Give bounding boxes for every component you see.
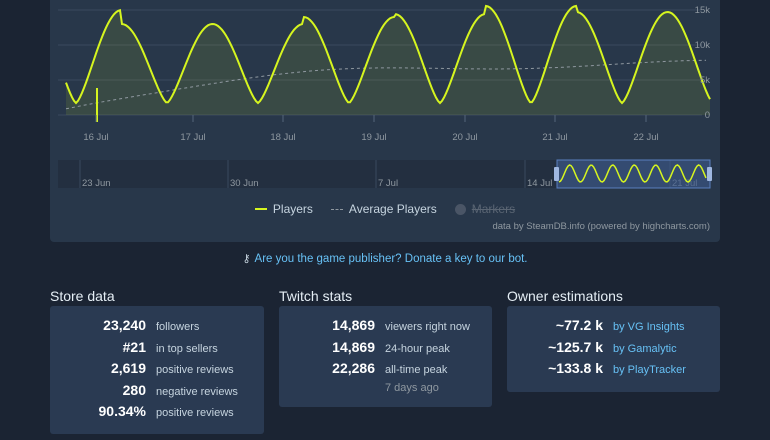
store-label: negative reviews [156,385,238,398]
marker-dot-icon [454,203,466,215]
twitch-value: 14,869 [332,338,375,355]
owner-row: ~133.8 k by PlayTracker [507,360,720,382]
store-data-card: 23,240 followers #21 in top sellers 2,619 p… [50,306,264,434]
x-axis-tick-label: 21 Jul [542,132,567,143]
store-label: followers [156,321,200,333]
x-axis-tick-label: 20 Jul [452,132,477,143]
publisher-donate-line: ⚷ Are you the game publisher? Donate a ke… [0,252,770,265]
store-label: positive reviews [156,407,234,419]
navigator-date-label: 14 Jul [527,178,552,189]
store-value: #21 [122,338,146,355]
twitch-label: 24-hour peak [385,342,450,355]
navigator-series-line [558,164,707,183]
average-line-icon [330,208,343,210]
twitch-label: all-time peak [385,364,448,376]
chart-credit[interactable]: data by SteamDB.info (powered by highcha… [492,221,710,232]
legend-markers[interactable]: Markers [454,202,516,216]
twitch-value: 14,869 [332,317,375,333]
navigator-date-label: 23 Jun [82,178,111,189]
owner-source-link[interactable]: by VG Insights [613,321,685,333]
chart-legend: Players Average Players Markers [50,202,720,216]
owner-source-link[interactable]: by PlayTracker [613,364,686,376]
twitch-row: 14,869 24-hour peak [279,339,492,361]
store-value: 23,240 [103,317,146,333]
store-data-title: Store data [50,288,115,304]
legend-average-players[interactable]: Average Players [330,202,437,216]
player-chart[interactable]: 15k 10k 5k 0 16 Jul 17 Jul 18 Jul 19 Jul 20 Jul… [50,0,720,200]
x-axis-tick-label: 22 Jul [633,132,658,143]
store-row: 23,240 followers [50,317,264,339]
x-axis-tick-label: 17 Jul [180,132,205,143]
x-axis-tick-label: 16 Jul [83,132,108,143]
twitch-row: 22,286 all-time peak [279,360,492,382]
players-line-icon [254,208,267,210]
owner-row: ~125.7 k by Gamalytic [507,339,720,361]
legend-markers-label: Markers [471,202,516,216]
store-value: 90.34% [98,403,146,419]
player-chart-panel: 15k 10k 5k 0 16 Jul 17 Jul 18 Jul 19 Jul 20 Jul… [50,0,720,242]
owner-estimations-card: ~77.2 k by VG Insights ~125.7 k by Gamalyt… [507,306,720,392]
publisher-donate-link[interactable]: Are you the game publisher? Donate a key… [254,253,528,265]
average-players-series-line [65,59,707,110]
store-label: in top sellers [156,342,218,355]
y-axis-tick-label: 10k [695,40,711,51]
navigator-selection[interactable] [556,159,711,189]
y-axis-tick-label: 0 [705,110,710,121]
store-row: 90.34% positive reviews [50,403,264,425]
navigator-left-handle[interactable] [554,167,559,181]
store-value: 2,619 [110,360,146,376]
legend-players[interactable]: Players [254,202,313,216]
x-axis-tick-label: 18 Jul [270,132,295,143]
store-row: #21 in top sellers [50,339,264,361]
twitch-stats-card: 14,869 viewers right now 14,869 24-hour pe… [279,306,492,407]
owner-row: ~77.2 k by VG Insights [507,317,720,339]
twitch-stats-title: Twitch stats [279,288,353,304]
twitch-all-time-note: 7 days ago [385,381,439,394]
y-axis-tick-label: 15k [695,5,711,16]
navigator-date-label: 30 Jun [230,178,259,189]
key-icon: ⚷ [242,253,251,265]
owner-value: ~77.2 k [555,317,603,333]
owner-value: ~125.7 k [548,338,603,355]
twitch-value: 22,286 [332,360,375,376]
legend-players-label: Players [272,202,313,216]
owner-value: ~133.8 k [548,360,603,376]
players-series-line [65,4,711,105]
twitch-row: 14,869 viewers right now [279,317,492,339]
navigator-date-label: 7 Jul [378,178,398,189]
navigator-right-handle[interactable] [707,167,712,181]
store-label: positive reviews [156,364,234,376]
x-axis-tick-label: 19 Jul [361,132,386,143]
owner-source-link[interactable]: by Gamalytic [613,342,677,355]
store-row: 2,619 positive reviews [50,360,264,382]
legend-average-label: Average Players [348,202,437,216]
store-row: 280 negative reviews [50,382,264,404]
owner-estimations-title: Owner estimations [507,288,623,304]
twitch-label: viewers right now [385,321,470,333]
y-axis-tick-label: 5k [700,75,710,86]
players-series-area [66,6,710,115]
store-value: 280 [122,381,146,398]
